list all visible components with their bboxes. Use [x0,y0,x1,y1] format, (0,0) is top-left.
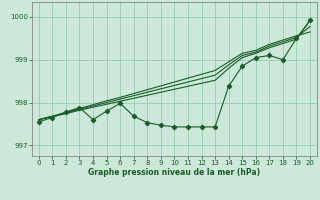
X-axis label: Graphe pression niveau de la mer (hPa): Graphe pression niveau de la mer (hPa) [88,168,260,177]
